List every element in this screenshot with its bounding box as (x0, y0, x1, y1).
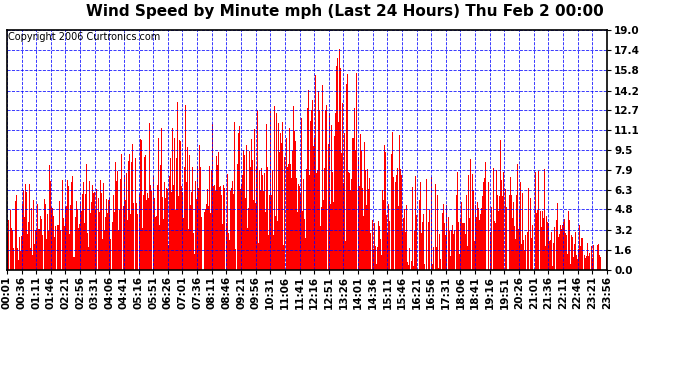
Text: Wind Speed by Minute mph (Last 24 Hours) Thu Feb 2 00:00: Wind Speed by Minute mph (Last 24 Hours)… (86, 4, 604, 19)
Text: Copyright 2006 Curtronics.com: Copyright 2006 Curtronics.com (8, 32, 160, 42)
